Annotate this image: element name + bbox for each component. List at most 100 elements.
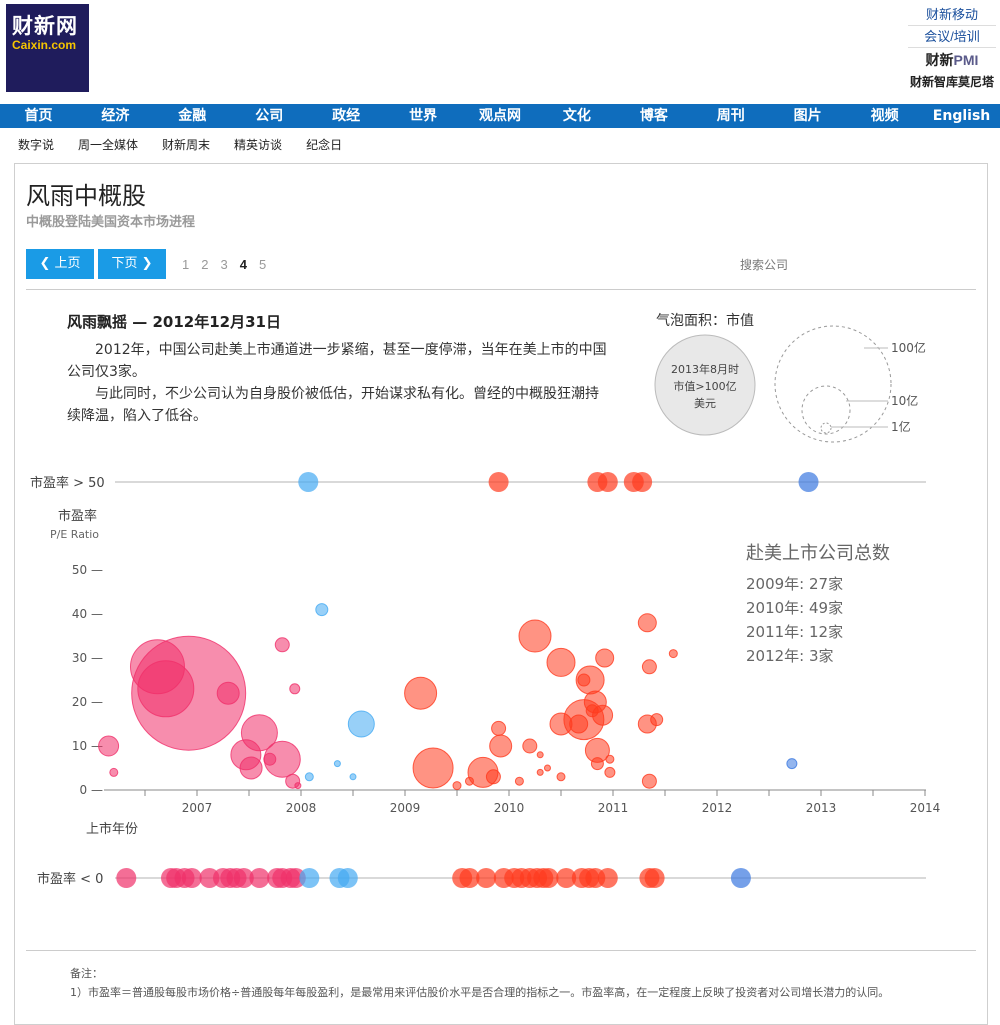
company-bubble[interactable]	[597, 868, 618, 888]
company-bubble[interactable]	[263, 740, 301, 778]
company-bubble[interactable]	[216, 681, 240, 705]
company-bubble[interactable]	[249, 868, 270, 888]
page-link-1[interactable]: 1	[182, 257, 190, 272]
nav-item-3[interactable]: 公司	[255, 108, 284, 124]
company-bubble[interactable]	[556, 772, 566, 782]
page-link-5[interactable]: 5	[258, 257, 267, 272]
conference-link[interactable]: 会议/培训	[908, 26, 996, 48]
company-bubble[interactable]	[233, 868, 254, 888]
nav-item-6[interactable]: 观点网	[478, 108, 521, 124]
page-link-3[interactable]: 3	[220, 257, 228, 272]
company-bubble[interactable]	[518, 619, 552, 653]
company-bubble[interactable]	[459, 868, 480, 888]
company-bubble[interactable]	[294, 782, 302, 790]
company-bubble[interactable]	[181, 868, 202, 888]
subnav-item-2[interactable]: 财新周末	[162, 138, 211, 152]
company-bubble[interactable]	[605, 754, 615, 764]
y-tick-label: 0 —	[80, 783, 103, 797]
company-bubble[interactable]	[514, 776, 524, 786]
nav-item-8[interactable]: 博客	[639, 108, 668, 124]
company-bubble[interactable]	[299, 868, 320, 888]
company-bubble[interactable]	[337, 868, 358, 888]
pmi-link[interactable]: 财新PMI	[908, 48, 996, 72]
company-bubble[interactable]	[304, 772, 314, 782]
company-bubble[interactable]	[644, 868, 665, 888]
company-bubble[interactable]	[131, 635, 247, 751]
company-bubble[interactable]	[240, 714, 278, 752]
company-bubble[interactable]	[98, 735, 120, 757]
nav-item-10[interactable]: 图片	[793, 108, 822, 124]
search-company[interactable]: 搜索公司	[740, 258, 789, 272]
company-bubble[interactable]	[489, 734, 513, 758]
company-bubble[interactable]	[404, 676, 438, 710]
nav-item-4[interactable]: 政经	[332, 108, 361, 124]
company-bubble[interactable]	[491, 720, 507, 736]
company-bubble[interactable]	[522, 738, 538, 754]
company-bubble[interactable]	[575, 665, 605, 695]
company-bubble[interactable]	[595, 648, 615, 668]
company-bubble[interactable]	[347, 710, 375, 738]
caixin-logo[interactable]: 财新网 Caixin.com	[6, 4, 89, 92]
nav-item-11[interactable]: 视频	[870, 108, 899, 124]
page-link-2[interactable]: 2	[201, 257, 209, 272]
next-button[interactable]: 下页 ❯	[98, 249, 166, 279]
company-bubble[interactable]	[632, 472, 653, 492]
subnav-item-1[interactable]: 周一全媒体	[78, 138, 139, 152]
company-bubble[interactable]	[452, 781, 462, 791]
prev-button[interactable]: ❮ 上页	[26, 249, 94, 279]
company-bubble[interactable]	[412, 747, 454, 789]
totals-2012: 2012年: 3家	[746, 647, 834, 665]
company-bubble[interactable]	[604, 766, 616, 778]
company-bubble[interactable]	[315, 603, 329, 617]
company-bubble[interactable]	[476, 868, 497, 888]
company-bubble[interactable]	[641, 773, 657, 789]
company-bubble[interactable]	[786, 758, 798, 770]
x-tick-label: 2014	[910, 801, 941, 815]
company-bubble[interactable]	[488, 472, 509, 492]
nav-item-12[interactable]: English	[932, 108, 991, 124]
story-para-1: 2012年，中国公司赴美上市通道进一步紧缩，甚至一度停滞，当年在美上市的中国公司…	[67, 342, 607, 380]
nav-item-5[interactable]: 世界	[409, 108, 438, 124]
company-bubble[interactable]	[556, 868, 577, 888]
company-bubble[interactable]	[546, 647, 576, 677]
nav-item-2[interactable]: 金融	[178, 108, 207, 124]
subnav-item-3[interactable]: 精英访谈	[234, 138, 283, 152]
company-bubble[interactable]	[668, 649, 678, 659]
company-bubble[interactable]	[538, 868, 559, 888]
totals-2011: 2011年: 12家	[746, 623, 843, 641]
x-tick-label: 2012	[702, 801, 733, 815]
company-bubble[interactable]	[641, 659, 657, 675]
company-bubble[interactable]	[349, 773, 357, 781]
nav-item-7[interactable]: 文化	[562, 108, 591, 124]
company-bubble[interactable]	[485, 769, 501, 785]
page-link-4[interactable]: 4	[239, 257, 247, 272]
top-links: 财新移动 会议/培训 财新PMI 财新智库莫尼塔	[908, 4, 996, 92]
company-bubble[interactable]	[592, 704, 614, 726]
low-row-bubbles	[116, 868, 751, 888]
company-bubble[interactable]	[798, 472, 819, 492]
company-bubble[interactable]	[289, 683, 301, 695]
think-tank-link[interactable]: 财新智库莫尼塔	[909, 75, 994, 89]
nav-item-9[interactable]: 周刊	[716, 108, 745, 124]
company-bubble[interactable]	[298, 472, 319, 492]
company-bubble[interactable]	[116, 868, 137, 888]
bubble-legend-title: 气泡面积：市值	[656, 313, 754, 329]
company-bubble[interactable]	[597, 472, 618, 492]
nav-item-1[interactable]: 经济	[101, 108, 130, 124]
company-bubble[interactable]	[543, 764, 551, 772]
company-bubble[interactable]	[536, 751, 544, 759]
company-bubble[interactable]	[333, 760, 341, 768]
y-tick-label: 10 —	[72, 739, 103, 753]
company-bubble[interactable]	[637, 613, 657, 633]
company-bubble[interactable]	[239, 756, 263, 780]
mobile-link[interactable]: 财新移动	[908, 4, 996, 26]
subnav-item-4[interactable]: 纪念日	[306, 138, 343, 152]
company-bubble[interactable]	[109, 767, 119, 777]
company-bubble[interactable]	[536, 768, 544, 776]
company-bubble[interactable]	[650, 713, 664, 727]
company-bubble[interactable]	[590, 757, 604, 771]
company-bubble[interactable]	[730, 868, 751, 888]
nav-item-0[interactable]: 首页	[24, 108, 53, 124]
subnav-item-0[interactable]: 数字说	[18, 138, 55, 152]
company-bubble[interactable]	[274, 637, 290, 653]
